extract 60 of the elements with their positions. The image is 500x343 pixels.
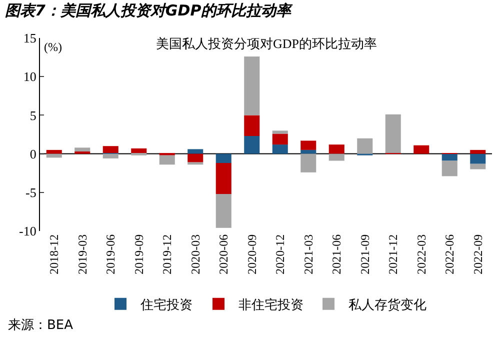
x-tick-label: 2021-12 [386,234,400,274]
x-tick-label: 2019-06 [104,234,118,274]
y-tick-label: -10 [19,224,36,239]
chart-subtitle: 美国私人投资分项对GDP的环比拉动率 [156,36,378,51]
x-tick-label: 2021-03 [301,234,316,274]
x-tick-label: 2022-09 [470,234,485,274]
bar [102,154,118,158]
x-tick-label: 2020-03 [188,234,202,274]
x-tick-label: 2021-06 [330,234,344,274]
y-tick-label: -5 [26,184,36,200]
bar [74,151,90,154]
x-tick-label: 2022-06 [442,234,457,274]
bar [272,144,288,154]
bar [102,146,118,154]
bar [414,145,430,154]
x-tick-label: 2019-09 [132,234,146,274]
bar [385,114,401,154]
legend-label: 住宅投资 [140,296,192,312]
x-tick-label: 2020-06 [216,234,231,274]
legend-label: 非住宅投资 [238,296,304,312]
x-tick-label: 2020-09 [244,234,259,274]
y-tick-label: 5 [30,108,36,123]
bar [357,138,373,154]
bar [328,154,344,161]
legend-label: 私人存货变化 [348,296,426,312]
y-tick-label: 10 [23,69,36,84]
bar [244,115,260,136]
bar [272,130,288,134]
bar [300,150,316,154]
bar [272,134,288,145]
chart-title: 图表7：美国私人投资对GDP的环比拉动率 [5,2,294,20]
bar [300,154,316,172]
bar [442,160,458,176]
x-tick-label: 2018-12 [47,234,62,274]
bar [300,140,316,150]
bar [216,163,232,194]
bar [46,154,62,158]
bar [328,144,344,154]
bar [470,164,486,170]
bar [188,149,204,154]
bar [244,136,260,154]
x-tick-label: 2019-03 [75,234,90,274]
x-tick-label: 2021-09 [358,234,372,274]
bar [159,155,175,165]
x-tick-label: 2022-03 [414,234,428,274]
bar [74,148,90,152]
y-tick-label: 15 [23,30,36,46]
y-axis-title: (%) [44,40,62,54]
x-tick-label: 2019-12 [160,234,174,274]
bar [470,150,486,154]
bar [244,56,260,116]
bar [216,154,232,164]
bar [46,150,62,154]
x-tick-label: 2020-12 [273,234,288,274]
source-note: 来源：BEA [8,318,74,333]
bar [216,194,232,228]
bar [470,154,486,164]
bar [188,154,204,162]
y-tick-label: 0 [30,146,36,162]
bar [442,154,458,161]
